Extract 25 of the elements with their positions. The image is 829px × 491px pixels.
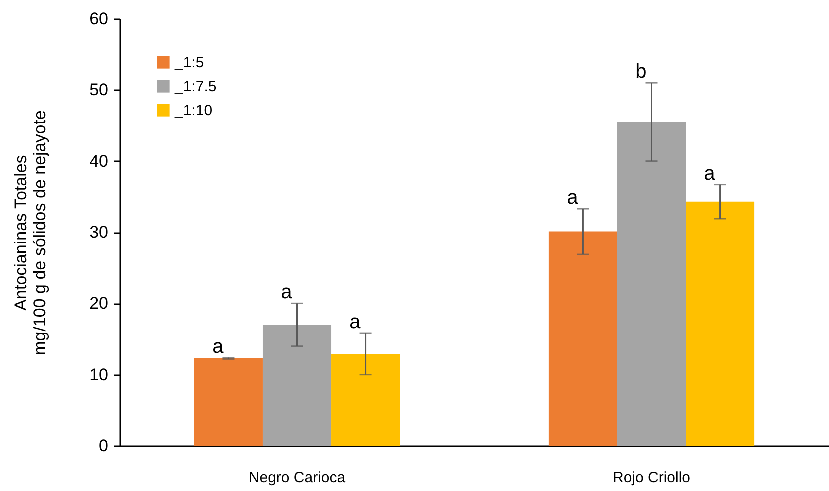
data-label: a [212, 336, 225, 358]
x-tick-label: Rojo Criollo [612, 470, 691, 486]
x-tick-label: Negro Carioca [248, 470, 346, 486]
data-label: a [281, 282, 294, 304]
y-tick-label: 10 [90, 365, 108, 384]
y-tick-label: 50 [90, 80, 108, 100]
data-label: b [636, 61, 647, 84]
bar [686, 202, 755, 446]
data-label: a [567, 187, 580, 210]
y-tick-label: 30 [90, 223, 108, 242]
data-label: a [350, 312, 362, 334]
bar [617, 122, 686, 446]
bar [262, 325, 332, 446]
bar [194, 358, 263, 446]
y-tick-label: 60 [90, 10, 108, 28]
legend-label: _1:5 [174, 54, 204, 72]
bar [548, 232, 618, 446]
legend-label: _1:7.5 [174, 78, 217, 96]
y-tick-label: 20 [90, 294, 108, 314]
bar [332, 354, 400, 446]
y-axis-title: Antocianinas Totales mg/100 g de sólidos de nejayote [12, 110, 50, 356]
data-label: a [704, 162, 716, 185]
y-tick-label: 40 [90, 152, 108, 171]
y-tick-label: 0 [99, 436, 108, 456]
legend-label: _1:10 [174, 102, 213, 120]
